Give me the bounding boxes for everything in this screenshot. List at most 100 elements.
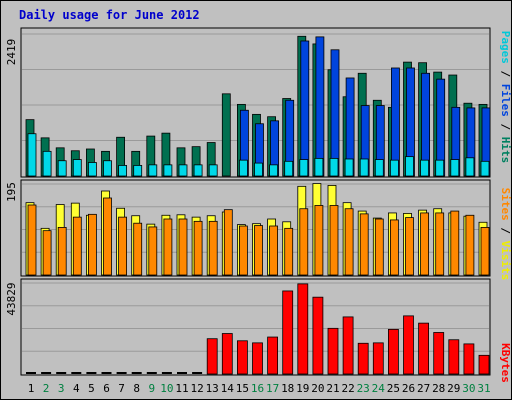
day-label: 15 (236, 382, 249, 395)
legend-segment: Visits (499, 241, 512, 281)
bar-sites (269, 225, 279, 276)
day-label: 27 (417, 382, 430, 395)
bar-kbytes (177, 372, 187, 374)
bar-pages (359, 158, 369, 177)
bar-pages (148, 164, 158, 177)
bar-kbytes (357, 342, 369, 375)
day-label: 5 (88, 382, 95, 395)
day-label: 10 (160, 382, 173, 395)
bar-pages (163, 164, 173, 177)
bar-sites (254, 225, 263, 276)
bar-files (330, 49, 340, 177)
day-label: 7 (118, 382, 125, 395)
bar-sites (405, 217, 414, 276)
day-label: 26 (402, 382, 415, 395)
day-label: 2 (43, 382, 50, 395)
day-label: 3 (58, 382, 65, 395)
bar-kbytes (146, 372, 157, 374)
bar-pages (329, 157, 339, 177)
bar-pages (435, 159, 445, 177)
bar-kbytes (131, 372, 142, 374)
bar-hits (221, 93, 231, 177)
bar-sites (27, 204, 37, 276)
bar-sites (42, 230, 52, 276)
day-label: 29 (447, 382, 460, 395)
bar-pages (344, 158, 354, 177)
day-label: 31 (477, 382, 490, 395)
legend-segment: Pages (499, 31, 512, 64)
panel-kbytes-ymax: 43829 (5, 282, 18, 315)
bar-sites (314, 205, 324, 276)
bar-sites (72, 216, 82, 276)
day-label: 4 (73, 382, 80, 395)
bar-sites (193, 220, 203, 276)
panel-hits-bars (25, 35, 491, 177)
bar-pages (57, 160, 67, 177)
bar-pages (420, 159, 430, 177)
bar-pages (389, 159, 399, 177)
bar-pages (193, 164, 203, 177)
bar-kbytes (252, 342, 263, 375)
bar-sites (238, 225, 248, 276)
bar-sites (223, 209, 233, 276)
bar-pages (269, 164, 279, 177)
day-label: 12 (190, 382, 203, 395)
bar-kbytes (71, 372, 82, 374)
bar-pages (238, 159, 248, 177)
panel-hits-legend: Pages / Files / Hits (499, 31, 512, 164)
bar-sites (299, 208, 309, 276)
bar-sites (465, 214, 475, 276)
bar-sites (133, 222, 143, 276)
panel-visits: 195 Sites / Visits (5, 179, 512, 281)
bar-files (300, 40, 310, 177)
bar-pages (88, 162, 97, 177)
panel-hits-ymax: 2419 (5, 39, 18, 66)
panel-hits: 2419 Pages / Files / Hits (5, 27, 512, 178)
day-label: 18 (281, 382, 294, 395)
bar-pages (299, 159, 309, 177)
day-label: 11 (175, 382, 188, 395)
bar-sites (103, 197, 112, 276)
bar-sites (359, 213, 369, 276)
panel-visits-legend: Sites / Visits (499, 188, 512, 281)
bar-pages (374, 159, 384, 177)
panel-kbytes: 43829 KBytes (5, 278, 512, 383)
bar-sites (57, 226, 67, 276)
bar-sites (163, 218, 173, 276)
bar-sites (450, 210, 460, 276)
bar-kbytes (387, 328, 399, 375)
bar-sites (420, 212, 430, 276)
day-axis-labels: 1 2 3 4 5 6 7 8 9 10 11 12 13 14 15 16 17 18 19 20 21 22 23 24 2… (28, 382, 491, 395)
legend-segment: Sites (499, 188, 512, 221)
bar-sites (178, 218, 188, 276)
day-label: 17 (266, 382, 279, 395)
day-label: 25 (387, 382, 400, 395)
bar-kbytes (267, 336, 279, 375)
bar-pages (254, 162, 263, 177)
day-label: 16 (251, 382, 264, 395)
bar-sites (374, 218, 384, 276)
legend-segment: Hits (499, 137, 512, 164)
bar-pages (178, 164, 188, 177)
bar-kbytes (448, 339, 460, 375)
bar-kbytes (192, 372, 203, 374)
bar-kbytes (101, 372, 112, 374)
bar-sites (284, 227, 294, 276)
bar-pages (103, 160, 112, 177)
bar-kbytes (221, 333, 233, 375)
bar-sites (435, 212, 445, 276)
chart-title: Daily usage for June 2012 (19, 8, 200, 22)
panel-visits-bars (25, 183, 490, 276)
day-label: 8 (133, 382, 140, 395)
bar-kbytes (478, 354, 490, 375)
bar-sites (329, 205, 339, 276)
day-label: 9 (148, 382, 155, 395)
day-label: 13 (206, 382, 219, 395)
bar-pages (450, 159, 460, 177)
bar-kbytes (327, 327, 339, 375)
bar-sites (118, 216, 127, 276)
panel-visits-ymax: 195 (5, 182, 18, 202)
bar-sites (344, 208, 354, 276)
bar-sites (148, 226, 158, 276)
